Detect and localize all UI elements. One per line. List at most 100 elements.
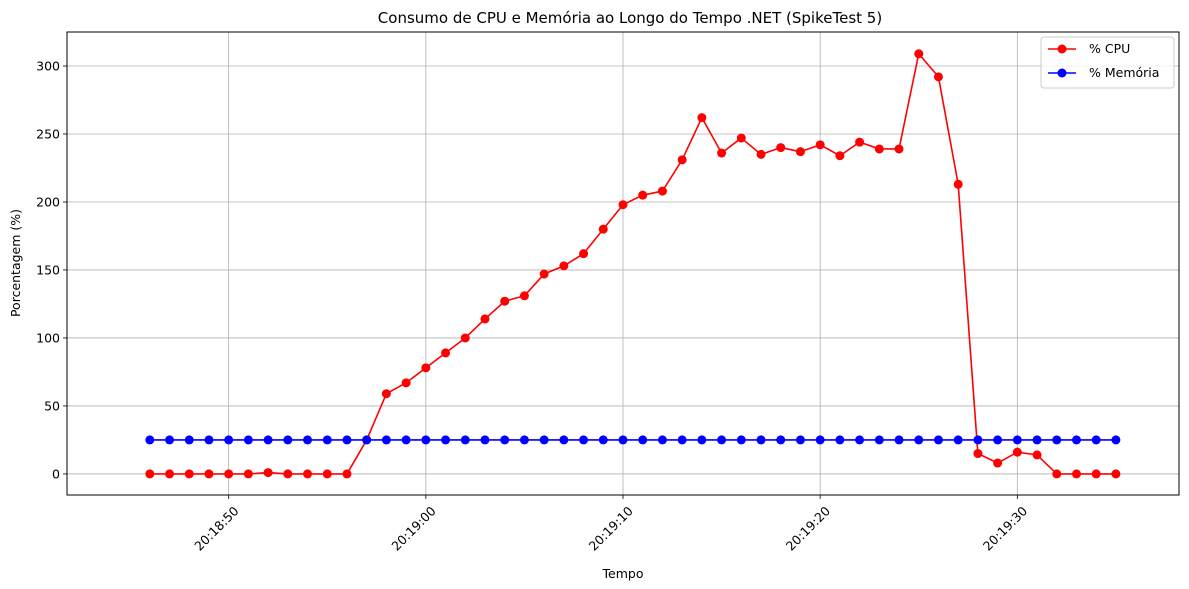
data-point-cpu	[618, 200, 628, 210]
data-point-cpu	[835, 151, 845, 161]
legend: % CPU % Memória	[1040, 36, 1175, 89]
data-point-cpu	[303, 469, 313, 479]
data-point-memory	[381, 435, 391, 445]
data-point-cpu	[598, 224, 608, 234]
data-point-cpu	[756, 149, 766, 159]
x-tick-label: 20:19:30	[980, 503, 1030, 553]
series-layer	[145, 49, 1121, 479]
x-axis-label: Tempo	[602, 566, 644, 581]
data-point-cpu	[224, 469, 234, 479]
data-point-memory	[500, 435, 510, 445]
y-tick-label: 50	[44, 398, 60, 413]
data-point-memory	[204, 435, 214, 445]
data-point-memory	[835, 435, 845, 445]
data-point-cpu	[401, 378, 411, 388]
data-point-memory	[1052, 435, 1062, 445]
data-point-cpu	[933, 72, 943, 82]
y-axis: 0 50 100 150 200 250 300	[36, 58, 67, 481]
data-point-cpu	[539, 269, 549, 279]
data-point-memory	[519, 435, 529, 445]
data-point-cpu	[717, 148, 727, 158]
legend-marker-memory	[1057, 68, 1067, 78]
data-point-cpu	[342, 469, 352, 479]
data-point-memory	[342, 435, 352, 445]
y-tick-label: 100	[36, 330, 60, 345]
data-point-cpu	[322, 469, 332, 479]
grid	[67, 32, 1179, 495]
data-point-memory	[480, 435, 490, 445]
data-point-cpu	[894, 144, 904, 154]
data-point-cpu	[381, 389, 391, 399]
y-tick-label: 250	[36, 126, 60, 141]
legend-label-memory: % Memória	[1089, 65, 1159, 80]
data-point-memory	[795, 435, 805, 445]
data-point-memory	[224, 435, 234, 445]
data-point-cpu	[1052, 469, 1062, 479]
x-tick-label: 20:18:50	[191, 503, 241, 553]
legend-label-cpu: % CPU	[1089, 41, 1130, 56]
data-point-cpu	[1012, 447, 1022, 457]
data-point-cpu	[638, 190, 648, 200]
data-point-cpu	[677, 155, 687, 165]
data-point-cpu	[500, 296, 510, 306]
data-point-cpu	[559, 261, 569, 271]
series-memory	[145, 435, 1121, 445]
data-point-cpu	[263, 468, 273, 478]
series-cpu	[145, 49, 1121, 479]
data-point-cpu	[421, 363, 431, 373]
data-point-memory	[598, 435, 608, 445]
data-point-memory	[1032, 435, 1042, 445]
data-point-cpu	[243, 469, 253, 479]
data-point-memory	[539, 435, 549, 445]
data-point-memory	[657, 435, 667, 445]
data-point-cpu	[441, 348, 451, 358]
data-point-cpu	[795, 147, 805, 157]
data-point-memory	[717, 435, 727, 445]
data-point-cpu	[460, 333, 470, 343]
data-point-memory	[145, 435, 155, 445]
data-point-cpu	[855, 137, 865, 147]
data-point-cpu	[204, 469, 214, 479]
y-axis-label: Porcentagem (%)	[8, 209, 23, 317]
x-tick-label: 20:19:10	[586, 503, 636, 553]
data-point-memory	[1012, 435, 1022, 445]
y-tick-label: 150	[36, 262, 60, 277]
chart-title: Consumo de CPU e Memória ao Longo do Tem…	[378, 9, 882, 27]
data-point-memory	[184, 435, 194, 445]
data-point-memory	[736, 435, 746, 445]
x-axis: 20:18:50 20:19:00 20:19:10 20:19:20 20:19:30	[191, 495, 1030, 554]
data-point-memory	[855, 435, 865, 445]
data-point-memory	[362, 435, 372, 445]
data-point-cpu	[973, 449, 983, 459]
y-tick-label: 200	[36, 194, 60, 209]
data-point-cpu	[657, 186, 667, 196]
data-point-memory	[1111, 435, 1121, 445]
data-point-cpu	[953, 179, 963, 189]
data-point-memory	[815, 435, 825, 445]
data-point-memory	[263, 435, 273, 445]
data-point-cpu	[145, 469, 155, 479]
legend-marker-cpu	[1057, 44, 1067, 54]
data-point-cpu	[914, 49, 924, 59]
data-point-memory	[973, 435, 983, 445]
data-point-cpu	[184, 469, 194, 479]
data-point-cpu	[993, 458, 1003, 468]
data-point-cpu	[579, 249, 589, 259]
data-point-memory	[559, 435, 569, 445]
data-point-memory	[303, 435, 313, 445]
x-tick-label: 20:19:00	[388, 503, 438, 553]
data-point-cpu	[736, 133, 746, 143]
data-point-memory	[914, 435, 924, 445]
data-point-memory	[165, 435, 175, 445]
data-point-cpu	[1091, 469, 1101, 479]
data-point-cpu	[776, 143, 786, 153]
data-point-memory	[638, 435, 648, 445]
data-point-memory	[283, 435, 293, 445]
data-point-memory	[677, 435, 687, 445]
data-point-memory	[993, 435, 1003, 445]
data-point-memory	[441, 435, 451, 445]
data-point-memory	[953, 435, 963, 445]
data-point-cpu	[1032, 450, 1042, 460]
x-tick-label: 20:19:20	[783, 503, 833, 553]
